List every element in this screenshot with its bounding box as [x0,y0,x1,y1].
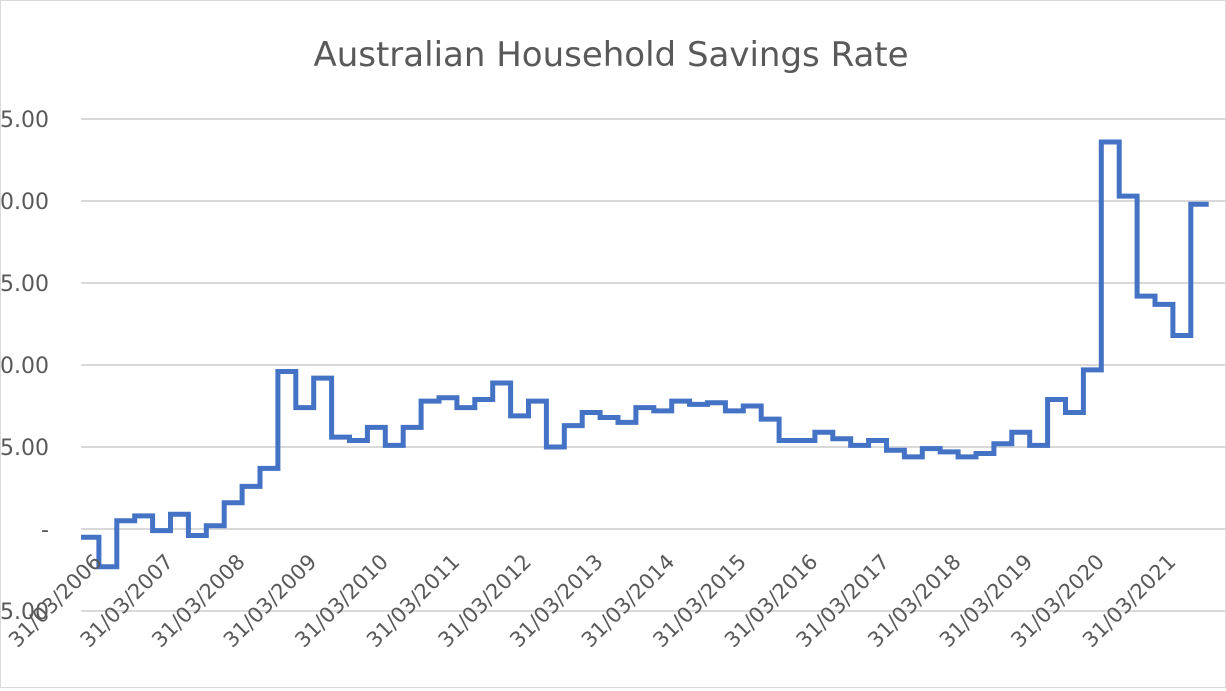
series-layer [81,139,1209,570]
y-tick-label: -5.00 [1,600,49,625]
y-tick-label: 20.00 [1,190,49,215]
y-tick-label: - [41,518,49,543]
y-tick-label: 15.00 [1,272,49,297]
y-tick-label: 25.00 [1,108,49,133]
chart-title: Australian Household Savings Rate [313,35,909,75]
y-tick-label: 10.00 [1,354,49,379]
y-tick-label: 5.00 [1,436,49,461]
gridlines [81,118,1226,612]
y-axis-tick-labels: -5.00-5.0010.0015.0020.0025.00 [1,108,49,625]
savings-rate-series-line [81,139,1209,570]
x-axis-tick-labels: 31/03/200631/03/200731/03/200831/03/2009… [4,550,1181,653]
